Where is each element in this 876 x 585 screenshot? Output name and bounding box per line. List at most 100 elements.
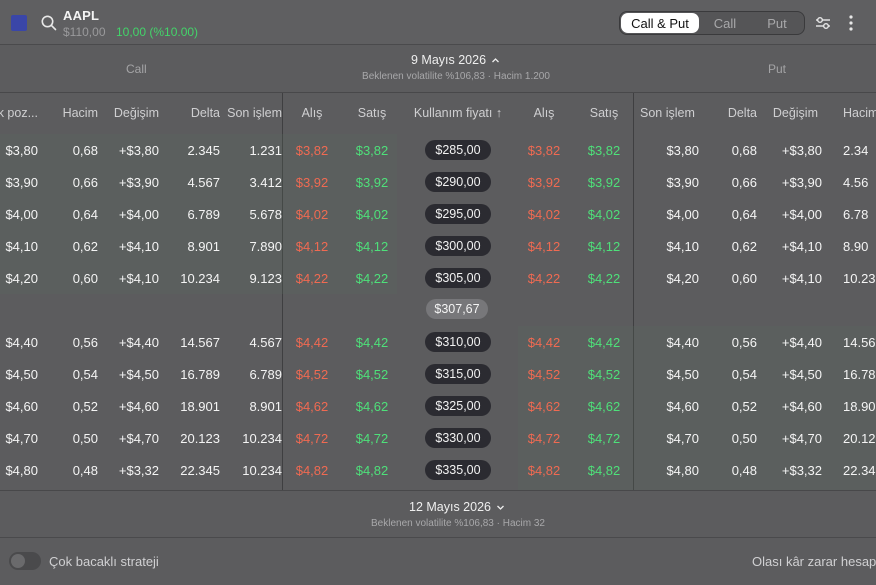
cell-last: 9.123	[249, 270, 282, 286]
col-header-volume[interactable]: Hacim	[62, 106, 98, 120]
cell-last: 10.234	[242, 462, 282, 478]
cell-call-ask[interactable]: $4,42	[355, 334, 389, 350]
cell-put-delta: 0,56	[731, 334, 757, 350]
cell-put-ask[interactable]: $4,12	[587, 238, 621, 254]
cell-call-ask[interactable]: $4,12	[355, 238, 389, 254]
divider	[633, 93, 634, 490]
cell-call-bid[interactable]: $4,12	[295, 238, 329, 254]
cell-put-bid[interactable]: $4,02	[527, 206, 561, 222]
segment-call[interactable]: Call	[713, 15, 737, 31]
cell-call-ask[interactable]: $3,92	[355, 174, 389, 190]
strike-price-pill[interactable]: $315,00	[425, 364, 491, 384]
cell-put-volume: 4.56	[843, 174, 869, 190]
app-square-icon	[11, 15, 27, 31]
col-header-open-interest[interactable]: ık poz...	[0, 106, 38, 120]
strike-price-pill[interactable]: $330,00	[425, 428, 491, 448]
col-header-put-volume[interactable]: Hacim	[843, 106, 876, 120]
expiry-date-toggle-bottom[interactable]: 12 Mayıs 2026	[409, 500, 505, 514]
strike-price-pill[interactable]: $295,00	[425, 204, 491, 224]
col-header-put-last[interactable]: Son işlem	[640, 106, 695, 120]
cell-last: 8.901	[249, 398, 282, 414]
cell-put-last: $3,80	[666, 142, 699, 158]
strike-price-pill[interactable]: $290,00	[425, 172, 491, 192]
ticker-symbol[interactable]: AAPL	[63, 8, 100, 23]
col-header-put-bid[interactable]: Alış	[533, 106, 555, 120]
strike-price-pill[interactable]: $305,00	[425, 268, 491, 288]
cell-put-bid[interactable]: $4,12	[527, 238, 561, 254]
cell-put-delta: 0,62	[731, 238, 757, 254]
cell-volume: 0,64	[72, 206, 98, 222]
col-header-bid[interactable]: Alış	[301, 106, 323, 120]
col-header-strike[interactable]: Kullanım fiyatı ↑	[413, 106, 503, 120]
pnl-calculator-link[interactable]: Olası kâr zarar hesapl	[752, 554, 876, 569]
cell-call-bid[interactable]: $4,72	[295, 430, 329, 446]
strike-price-pill[interactable]: $300,00	[425, 236, 491, 256]
cell-put-ask[interactable]: $4,52	[587, 366, 621, 382]
cell-put-bid[interactable]: $4,22	[527, 270, 561, 286]
col-header-put-delta[interactable]: Delta	[727, 106, 757, 120]
expiry-date-toggle[interactable]: 9 Mayıs 2026	[411, 53, 500, 67]
cell-put-bid[interactable]: $3,92	[527, 174, 561, 190]
col-header-put-ask[interactable]: Satış	[589, 106, 619, 120]
segment-put[interactable]: Put	[767, 15, 787, 31]
cell-put-bid[interactable]: $4,52	[527, 366, 561, 382]
cell-call-ask[interactable]: $4,72	[355, 430, 389, 446]
cell-put-volume: 8.90	[843, 238, 869, 254]
cell-put-ask[interactable]: $4,62	[587, 398, 621, 414]
cell-put-bid[interactable]: $4,62	[527, 398, 561, 414]
cell-call-ask[interactable]: $4,82	[355, 462, 389, 478]
cell-put-last: $3,90	[666, 174, 699, 190]
cell-call-bid[interactable]: $4,52	[295, 366, 329, 382]
multi-leg-toggle[interactable]	[9, 552, 41, 570]
cell-put-bid[interactable]: $4,42	[527, 334, 561, 350]
cell-last: 4.567	[249, 334, 282, 350]
cell-call-bid[interactable]: $4,62	[295, 398, 329, 414]
col-header-last[interactable]: Son işlem	[227, 106, 282, 120]
strike-price-pill[interactable]: $335,00	[425, 460, 491, 480]
cell-put-ask[interactable]: $4,42	[587, 334, 621, 350]
cell-put-ask[interactable]: $3,92	[587, 174, 621, 190]
cell-call-bid[interactable]: $4,42	[295, 334, 329, 350]
cell-change: +$4,60	[118, 398, 159, 414]
cell-change: +$4,70	[118, 430, 159, 446]
cell-call-ask[interactable]: $4,22	[355, 270, 389, 286]
cell-put-bid[interactable]: $3,82	[527, 142, 561, 158]
cell-call-bid[interactable]: $3,92	[295, 174, 329, 190]
cell-last: 1.231	[249, 142, 282, 158]
cell-open-interest: $4,70	[5, 430, 38, 446]
filter-sliders-icon[interactable]	[815, 15, 831, 31]
cell-call-ask[interactable]: $4,02	[355, 206, 389, 222]
cell-put-change: +$4,50	[781, 366, 822, 382]
search-icon[interactable]	[40, 14, 58, 32]
col-header-delta[interactable]: Delta	[190, 106, 220, 120]
strike-price-pill[interactable]: $310,00	[425, 332, 491, 352]
cell-call-bid[interactable]: $4,22	[295, 270, 329, 286]
segment-call-put[interactable]: Call & Put	[621, 13, 699, 33]
cell-put-bid[interactable]: $4,72	[527, 430, 561, 446]
cell-call-bid[interactable]: $3,82	[295, 142, 329, 158]
cell-call-bid[interactable]: $4,02	[295, 206, 329, 222]
cell-call-ask[interactable]: $3,82	[355, 142, 389, 158]
cell-put-ask[interactable]: $4,82	[587, 462, 621, 478]
cell-put-volume: 20.12	[843, 430, 876, 446]
cell-put-change: +$3,32	[781, 462, 822, 478]
col-header-change[interactable]: Değişim	[113, 106, 159, 120]
cell-put-ask[interactable]: $4,02	[587, 206, 621, 222]
cell-volume: 0,56	[72, 334, 98, 350]
cell-delta: 14.567	[180, 334, 220, 350]
cell-put-change: +$4,10	[781, 238, 822, 254]
cell-call-ask[interactable]: $4,62	[355, 398, 389, 414]
more-vertical-icon[interactable]	[844, 14, 858, 32]
cell-put-ask[interactable]: $4,22	[587, 270, 621, 286]
cell-call-bid[interactable]: $4,82	[295, 462, 329, 478]
cell-put-ask[interactable]: $3,82	[587, 142, 621, 158]
strike-price-pill[interactable]: $285,00	[425, 140, 491, 160]
cell-put-ask[interactable]: $4,72	[587, 430, 621, 446]
col-header-ask[interactable]: Satış	[357, 106, 387, 120]
strike-price-pill[interactable]: $325,00	[425, 396, 491, 416]
cell-put-bid[interactable]: $4,82	[527, 462, 561, 478]
cell-call-ask[interactable]: $4,52	[355, 366, 389, 382]
col-header-put-change[interactable]: Değişim	[772, 106, 818, 120]
cell-delta: 8.901	[187, 238, 220, 254]
toggle-knob	[11, 554, 25, 568]
